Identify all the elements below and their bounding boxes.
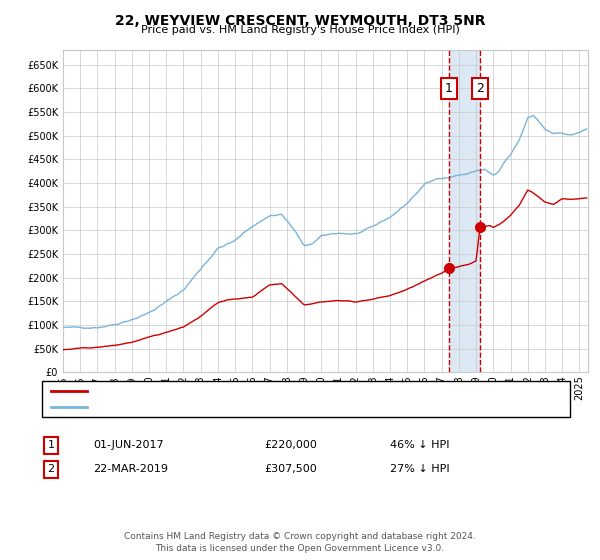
Text: 2: 2 — [476, 82, 484, 95]
Text: 01-JUN-2017: 01-JUN-2017 — [93, 440, 164, 450]
Text: HPI: Average price, detached house, Dorset: HPI: Average price, detached house, Dors… — [93, 402, 320, 412]
Text: 27% ↓ HPI: 27% ↓ HPI — [390, 464, 449, 474]
Text: 22, WEYVIEW CRESCENT, WEYMOUTH, DT3 5NR (detached house): 22, WEYVIEW CRESCENT, WEYMOUTH, DT3 5NR … — [93, 386, 437, 396]
Text: £307,500: £307,500 — [264, 464, 317, 474]
Text: 1: 1 — [47, 440, 55, 450]
Text: Contains HM Land Registry data © Crown copyright and database right 2024.
This d: Contains HM Land Registry data © Crown c… — [124, 533, 476, 553]
Text: Price paid vs. HM Land Registry's House Price Index (HPI): Price paid vs. HM Land Registry's House … — [140, 25, 460, 35]
Bar — [449, 50, 480, 372]
Text: 46% ↓ HPI: 46% ↓ HPI — [390, 440, 449, 450]
Text: 22-MAR-2019: 22-MAR-2019 — [93, 464, 168, 474]
Text: 1: 1 — [445, 82, 453, 95]
Text: 2: 2 — [47, 464, 55, 474]
Text: £220,000: £220,000 — [264, 440, 317, 450]
Text: 22, WEYVIEW CRESCENT, WEYMOUTH, DT3 5NR: 22, WEYVIEW CRESCENT, WEYMOUTH, DT3 5NR — [115, 14, 485, 28]
